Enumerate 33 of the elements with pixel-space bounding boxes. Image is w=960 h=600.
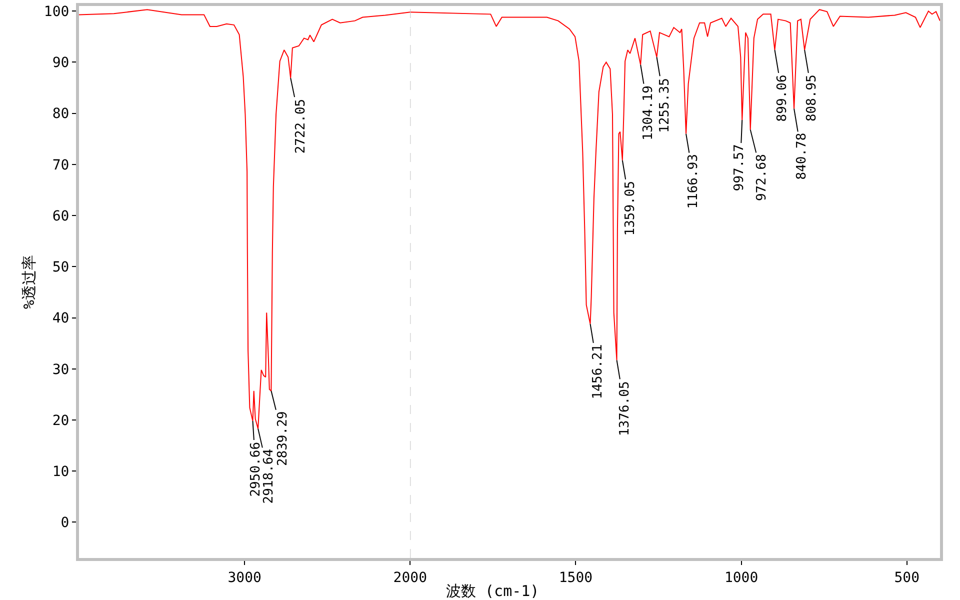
annotation: 1456.21 [590, 344, 606, 400]
x-axis-title: 波数 (cm-1) [446, 582, 540, 600]
y-tick-label: 10 [52, 464, 70, 480]
y-tick-label: 70 [52, 157, 70, 174]
y-axis-title: %透过率 [20, 254, 38, 310]
x-tick-label: 3000 [228, 570, 262, 586]
annotation: 972.68 [754, 154, 770, 202]
x-tick-label: 1000 [724, 570, 758, 586]
y-tick-label: 60 [52, 208, 70, 224]
x-tick-label: 1500 [558, 570, 593, 586]
y-tick-label: 90 [52, 55, 70, 72]
annotation: 2918.64 [261, 448, 276, 504]
y-tick-label: 100 [44, 4, 70, 20]
annotation: 997.57 [732, 144, 748, 192]
annotation: 840.78 [794, 132, 810, 180]
annotation: 2950.66 [248, 442, 264, 497]
annotation: 899.06 [774, 74, 790, 122]
y-tick-label: 50 [52, 260, 70, 276]
y-tick-label: 80 [52, 106, 70, 122]
annotation: 1376.05 [618, 381, 633, 436]
annotation: 808.95 [804, 74, 820, 122]
annotation: 1359.05 [623, 180, 638, 236]
x-tick-label: 500 [894, 570, 920, 586]
y-tick-label: 40 [52, 310, 70, 327]
annotation: 2722.05 [294, 98, 309, 154]
x-tick-label: 2000 [393, 570, 428, 586]
annotation: 2839.29 [275, 411, 290, 466]
annotation: 1304.19 [640, 86, 656, 140]
annotation: 1166.93 [686, 154, 702, 209]
y-tick-label: 20 [52, 412, 70, 429]
y-tick-label: 0 [60, 515, 70, 532]
y-tick-label: 30 [52, 362, 70, 378]
annotation: 1255.35 [658, 78, 673, 133]
